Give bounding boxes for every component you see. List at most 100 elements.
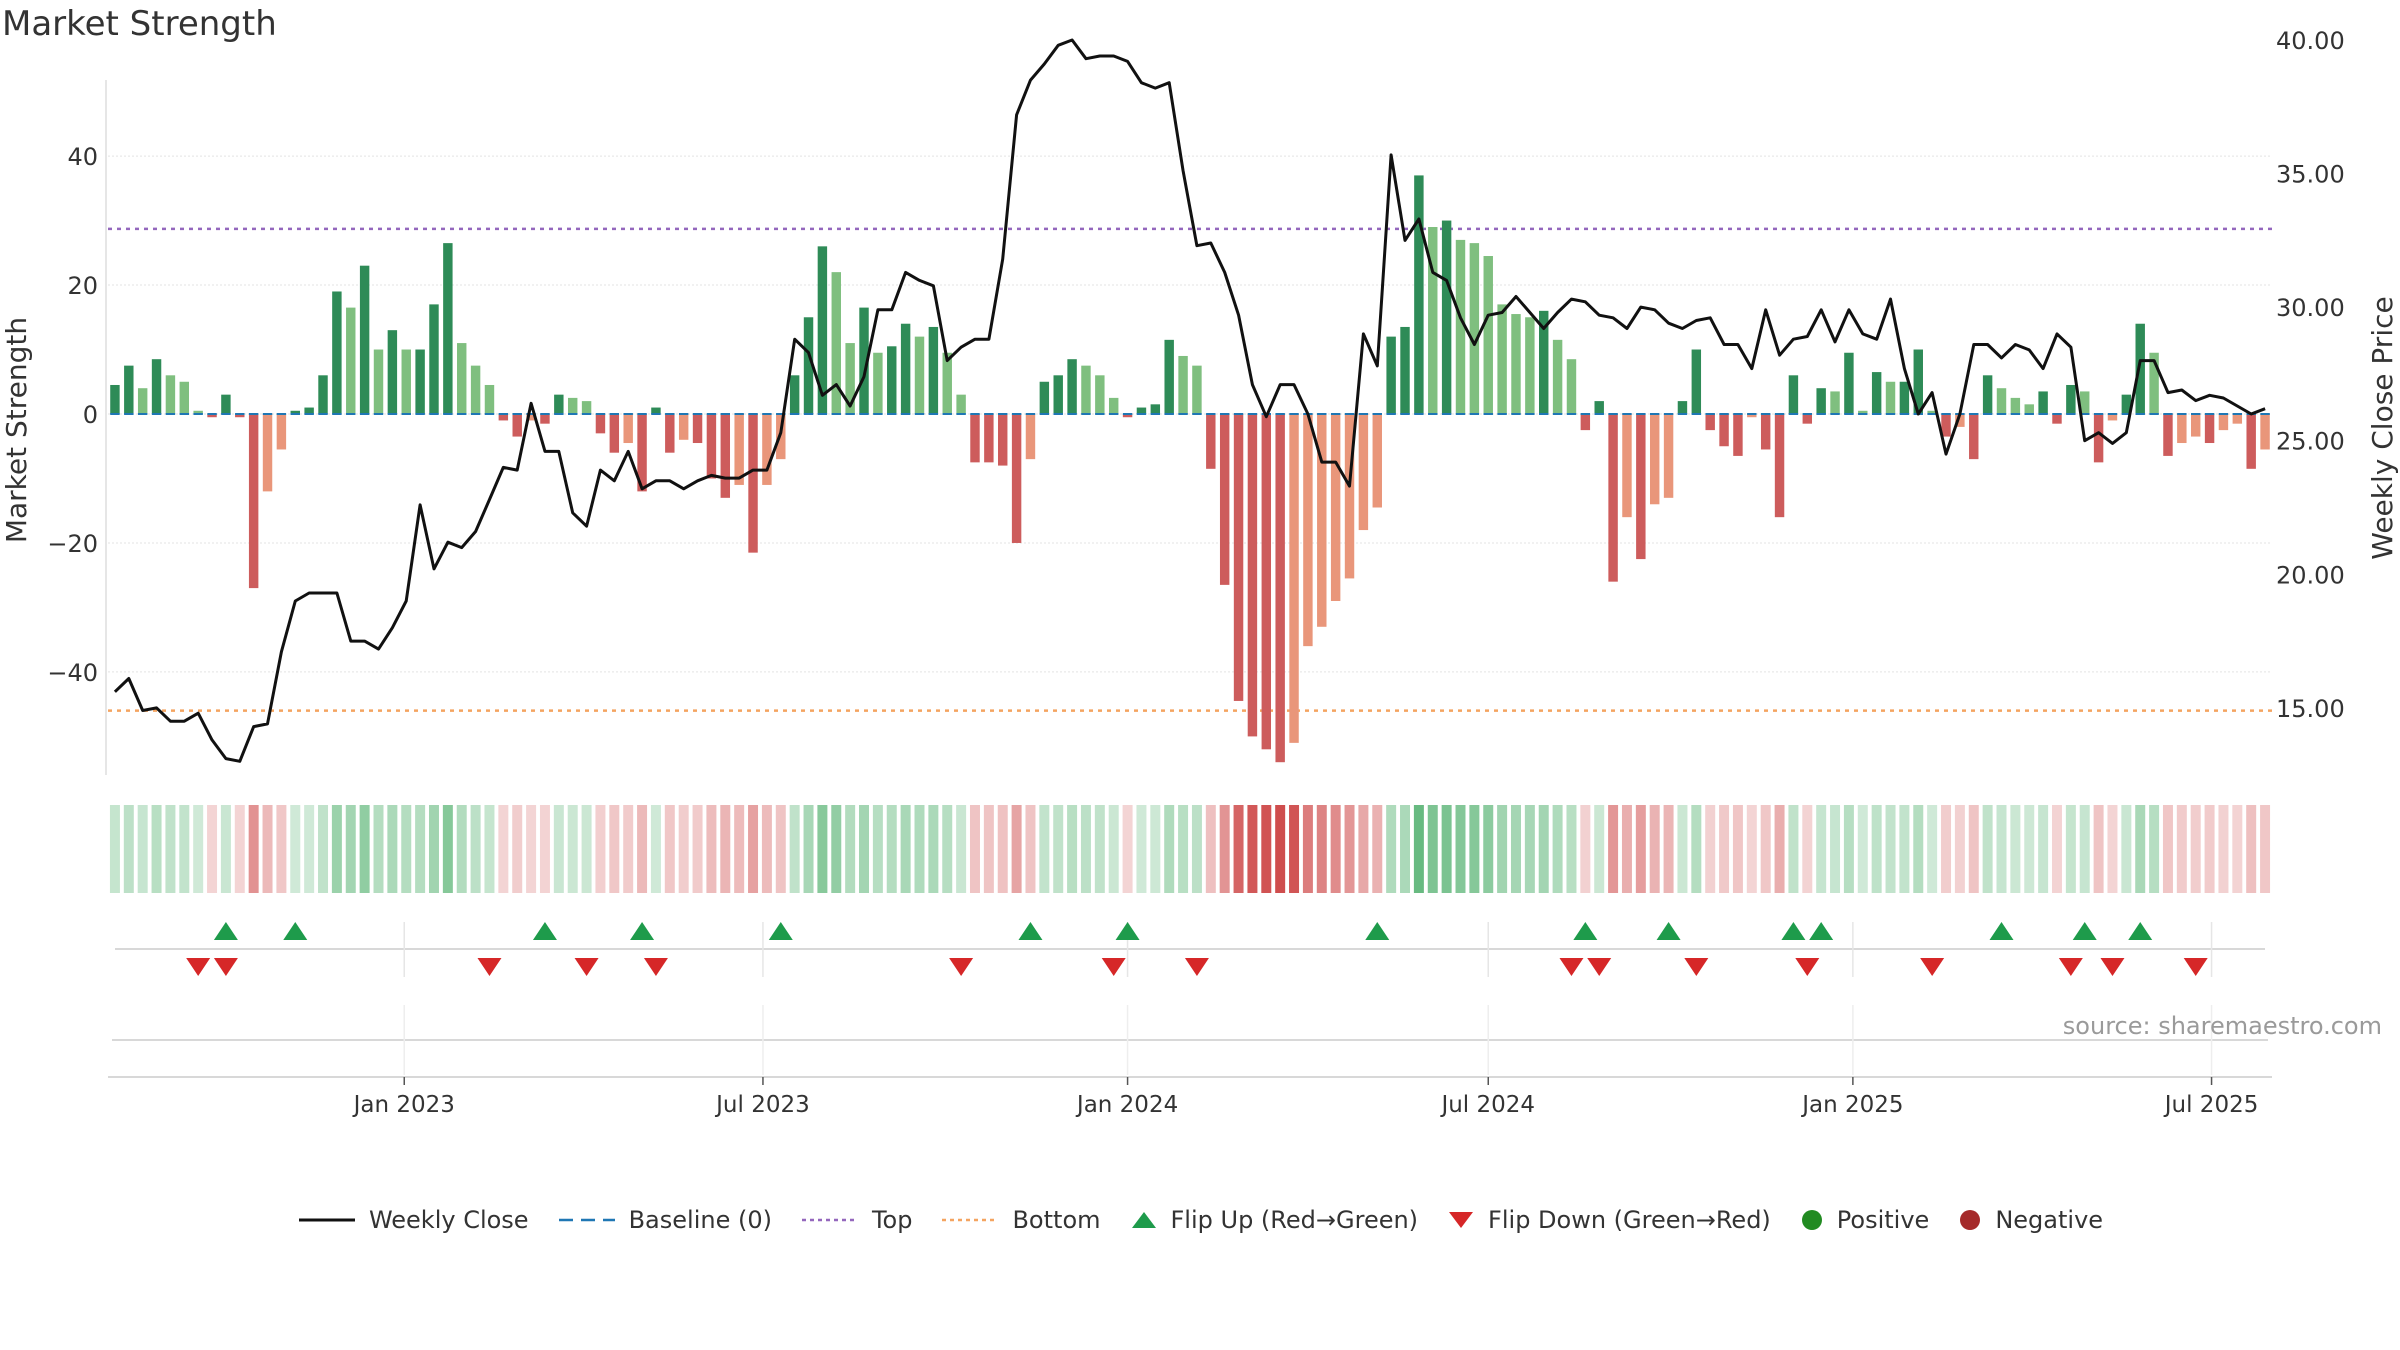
flip-down-marker (1559, 958, 1584, 976)
strip-cell (1913, 805, 1924, 893)
legend-item-bottom: Bottom (940, 1206, 1101, 1234)
legend-item-flip-down: Flip Down (Green→Red) (1446, 1206, 1771, 1234)
legend-item-top: Top (800, 1206, 913, 1234)
strength-bar (512, 414, 522, 437)
flip-up-marker (1365, 922, 1390, 940)
strength-bar (2218, 414, 2229, 431)
strip-cell (331, 805, 342, 893)
strength-bar (415, 349, 425, 414)
strip-cell (470, 805, 481, 893)
strip-cell (1358, 805, 1369, 893)
strip-cell (761, 805, 772, 893)
y2-tick-label: 25.00 (2276, 428, 2345, 456)
strip-cell (2107, 805, 2118, 893)
strip-cell (1455, 805, 1466, 893)
strength-bar (1414, 175, 1424, 414)
strength-bar (2232, 414, 2243, 424)
strength-bar (1081, 365, 1091, 414)
strength-bar (457, 343, 467, 414)
strip-cell (1150, 805, 1161, 893)
strength-bar (221, 394, 231, 414)
strip-cell (373, 805, 384, 893)
strip-cell (553, 805, 564, 893)
strength-bar (1025, 414, 1036, 460)
strip-cell (2079, 805, 2090, 893)
strength-bar (623, 414, 633, 444)
strength-bar (1511, 314, 1521, 414)
strip-cell (1067, 805, 1078, 893)
strength-bar (1178, 355, 1188, 414)
strip-cell (498, 805, 509, 893)
strip-cell (512, 805, 523, 893)
strip-cell (539, 805, 550, 893)
strip-cell (1469, 805, 1480, 893)
strength-bar (762, 414, 772, 485)
strip-cell (1441, 805, 1452, 893)
legend-label: Top (871, 1206, 913, 1234)
strip-cell (1760, 805, 1771, 893)
strip-cell (234, 805, 245, 893)
strength-bar (859, 307, 869, 414)
strip-cell (1830, 805, 1841, 893)
strength-bar (831, 272, 841, 414)
strength-bar (1303, 414, 1313, 647)
strip-cell (942, 805, 953, 893)
strip-cell (1136, 805, 1147, 893)
strength-bar (318, 375, 328, 414)
strength-bar (262, 414, 273, 492)
strip-cell (123, 805, 134, 893)
strength-bar (1733, 414, 1743, 456)
legend-label: Positive (1836, 1206, 1930, 1234)
strength-bar (2246, 414, 2256, 469)
flip-up-marker (283, 922, 308, 940)
strength-bar (914, 336, 925, 414)
strip-cell (318, 805, 329, 893)
strip-cell (1843, 805, 1854, 893)
strip-cell (207, 805, 218, 893)
strip-cell (1649, 805, 1660, 893)
strength-bar (165, 375, 176, 414)
strength-bar (678, 414, 689, 440)
flip-down-marker (949, 958, 974, 976)
flip-down-marker (477, 958, 502, 976)
strength-bar (373, 349, 384, 414)
strip-cell (1275, 805, 1286, 893)
strip-cell (2246, 805, 2257, 893)
grid-lines (108, 155, 2272, 673)
strip-cell (359, 805, 370, 893)
strip-cell (900, 805, 911, 893)
strip-cell (928, 805, 939, 893)
strength-bar (2204, 414, 2215, 444)
strip-cell (817, 805, 828, 893)
flip-down-marker (1920, 958, 1945, 976)
axes: −40 −20 0 20 40 15.00 20.00 25.00 30.00 35.00 40.0… (47, 27, 2345, 775)
strength-bar (2107, 414, 2118, 421)
strip-cell (969, 805, 980, 893)
strength-bar (970, 414, 980, 463)
strip-cell (1025, 805, 1036, 893)
legend-label: Flip Down (Green→Red) (1488, 1206, 1771, 1234)
strength-bar (1552, 339, 1563, 414)
strength-bar (1108, 397, 1119, 414)
strength-bar (734, 414, 744, 485)
strength-bar (1622, 414, 1632, 518)
strip-cell (1413, 805, 1424, 893)
strength-bar (956, 394, 966, 414)
strength-bar (498, 414, 509, 421)
strength-bar (1982, 375, 1993, 414)
strength-bar (1372, 414, 1382, 508)
legend-item-positive: Positive (1799, 1206, 1930, 1234)
strength-bar (665, 414, 675, 453)
strength-bar (2163, 414, 2173, 456)
strip-cell (109, 805, 120, 893)
flip-up-marker (1656, 922, 1681, 940)
flip-up-marker (213, 922, 238, 940)
strength-bar (1455, 239, 1466, 414)
strip-cell (2218, 805, 2229, 893)
strip-cell (165, 805, 176, 893)
flip-down-marker (1795, 958, 1820, 976)
strength-bar (609, 414, 620, 453)
strip-cell (2024, 805, 2035, 893)
strength-bar (803, 317, 814, 414)
strength-bar (2024, 404, 2034, 414)
